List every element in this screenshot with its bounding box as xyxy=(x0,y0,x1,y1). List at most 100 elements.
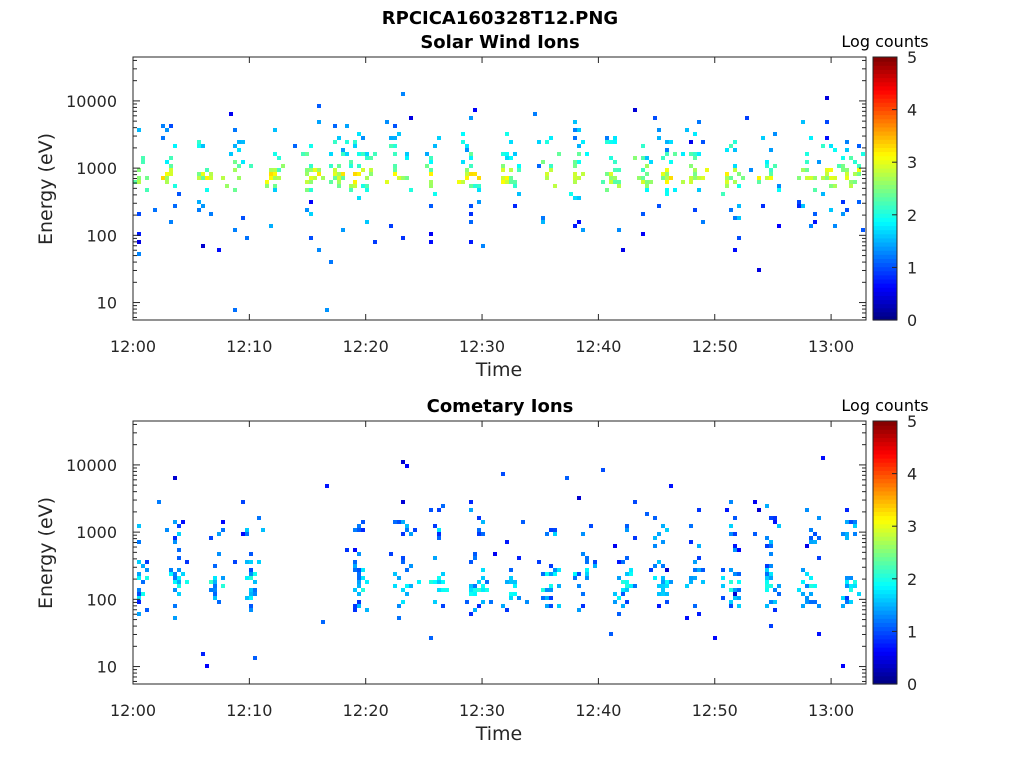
heatmap-cell xyxy=(757,508,761,512)
heatmap-cell xyxy=(845,580,849,584)
heatmap-cell xyxy=(669,140,673,144)
heatmap-cell xyxy=(137,180,141,184)
heatmap-cell xyxy=(393,520,397,524)
heatmap-cell xyxy=(429,232,433,236)
heatmap-cell xyxy=(693,132,697,136)
heatmap-cell xyxy=(337,172,341,176)
heatmap-cell xyxy=(673,152,677,156)
y-tick-label: 1000 xyxy=(76,159,117,178)
heatmap-cell xyxy=(169,220,173,224)
heatmap-cell xyxy=(737,572,741,576)
heatmap-cell xyxy=(573,120,577,124)
colorbar-segment xyxy=(873,130,897,136)
heatmap-cell xyxy=(269,176,273,180)
colorbar-segment xyxy=(873,200,897,206)
y-tick-label: 10000 xyxy=(66,92,117,111)
heatmap-cell xyxy=(409,564,413,568)
heatmap-cell xyxy=(333,140,337,144)
axis-ticks: 12:00 12:10 12:20 12:30 12:40 12:50 13:00 10 100… xyxy=(66,57,866,356)
heatmap-cell xyxy=(233,128,237,132)
heatmap-cell xyxy=(249,596,253,600)
heatmap-cell xyxy=(641,212,645,216)
heatmap-cell xyxy=(541,596,545,600)
heatmap-cell xyxy=(841,164,845,168)
colorbar-segment xyxy=(873,172,897,177)
heatmap-cell xyxy=(689,576,693,580)
heatmap-cell xyxy=(357,152,361,156)
heatmap-cell xyxy=(145,188,149,192)
heatmap-cell xyxy=(605,140,609,144)
heatmap-cell xyxy=(473,608,477,612)
heatmap-cell xyxy=(769,572,773,576)
y-tick-label: 100 xyxy=(86,590,117,609)
heatmap-cell xyxy=(617,560,621,564)
colorbar-segment xyxy=(873,311,897,317)
heatmap-cell xyxy=(581,228,585,232)
colorbar-segment xyxy=(873,184,897,190)
heatmap-cell xyxy=(357,164,361,168)
heatmap-cell xyxy=(841,200,845,204)
heatmap-cell xyxy=(809,224,813,228)
heatmap-cell xyxy=(605,188,609,192)
colorbar-segment xyxy=(873,548,897,554)
heatmap-cell xyxy=(477,588,481,592)
heatmap-cell xyxy=(697,612,701,616)
heatmap-cell xyxy=(721,568,725,572)
heatmap-cell xyxy=(857,200,861,204)
heatmap-cell xyxy=(321,620,325,624)
heatmap-cell xyxy=(333,176,337,180)
heatmap-cell xyxy=(557,568,561,572)
heatmap-cell xyxy=(181,520,185,524)
heatmap-cell xyxy=(249,592,253,596)
heatmap-cell xyxy=(557,584,561,588)
heatmap-cell xyxy=(177,548,181,552)
colorbar-frame xyxy=(872,420,898,685)
heatmap-cell xyxy=(557,604,561,608)
colorbar-segment xyxy=(873,577,897,582)
heatmap-cell xyxy=(309,188,313,192)
heatmap-cell xyxy=(253,592,257,596)
heatmap-cell xyxy=(137,560,141,564)
heatmap-cell xyxy=(541,572,545,576)
heatmap-cell xyxy=(573,136,577,140)
heatmap-cell xyxy=(361,588,365,592)
colorbar-segment xyxy=(873,65,897,70)
heatmap-cell xyxy=(769,564,773,568)
heatmap-cell xyxy=(845,596,849,600)
heatmap-cell xyxy=(581,172,585,176)
heatmap-cell xyxy=(253,656,257,660)
heatmap-cell xyxy=(409,532,413,536)
colorbar-segment xyxy=(873,233,897,239)
colorbar-segment xyxy=(873,270,897,276)
heatmap-cell xyxy=(813,600,817,604)
heatmap-cell xyxy=(225,184,229,188)
heatmap-cell xyxy=(705,168,709,172)
heatmap-cell xyxy=(401,560,405,564)
heatmap-cell xyxy=(461,140,465,144)
colorbar-segment xyxy=(873,57,897,62)
heatmap-cell xyxy=(481,584,485,588)
colorbar-segment xyxy=(873,647,897,652)
heatmap-cell xyxy=(657,204,661,208)
heatmap-cell xyxy=(505,180,509,184)
heatmap-cell xyxy=(653,516,657,520)
heatmap-cell xyxy=(349,188,353,192)
heatmap-cell xyxy=(701,220,705,224)
heatmap-cell xyxy=(861,152,865,156)
heatmap-cell xyxy=(665,528,669,532)
heatmap-cell xyxy=(217,532,221,536)
heatmap-cell xyxy=(813,532,817,536)
heatmap-cell xyxy=(173,144,177,148)
heatmap-cell xyxy=(553,528,557,532)
heatmap-cell xyxy=(549,604,553,608)
colorbar-tick-label: 2 xyxy=(907,206,917,225)
heatmap-cell xyxy=(577,196,581,200)
heatmap-cell xyxy=(277,156,281,160)
heatmap-cell xyxy=(505,608,509,612)
colorbar-segment xyxy=(873,176,897,181)
colorbar-segment xyxy=(873,589,897,595)
heatmap-cell xyxy=(333,172,337,176)
heatmap-cell xyxy=(405,568,409,572)
heatmap-cell xyxy=(577,144,581,148)
heatmap-cell xyxy=(133,180,137,184)
